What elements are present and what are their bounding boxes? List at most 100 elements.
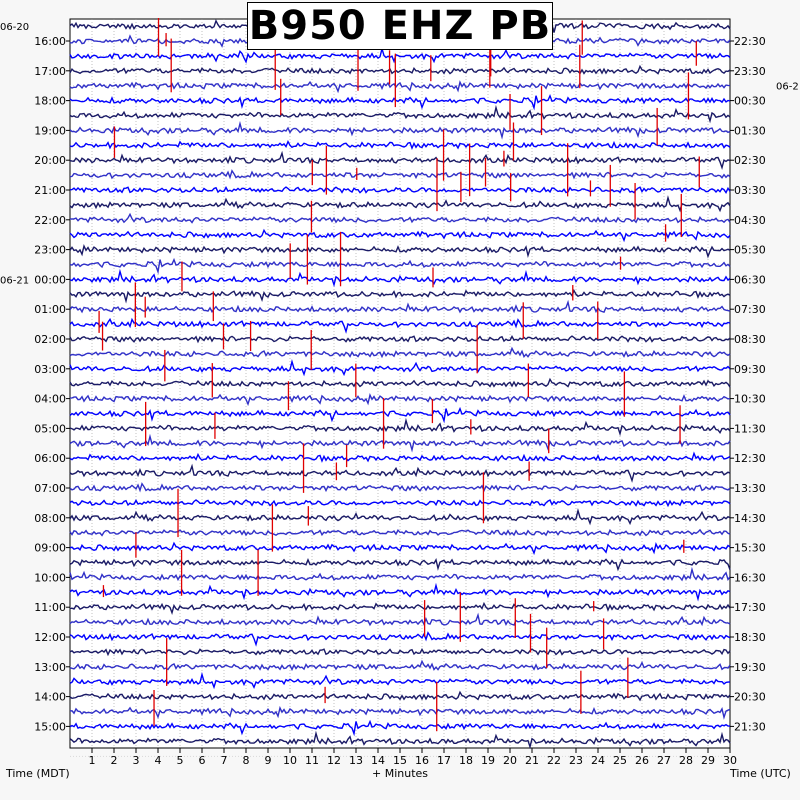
chart-title-box: B950 EHZ PB (247, 2, 553, 50)
right-time-label: 06:30 (734, 273, 766, 286)
left-time-label: 12:00 (34, 631, 66, 644)
trace-line (69, 169, 731, 180)
right-time-label: 15:30 (734, 542, 766, 555)
trace-line (69, 288, 731, 304)
trace-line (69, 120, 731, 140)
right-time-label: 10:30 (734, 393, 766, 406)
x-tick-label: 17 (437, 754, 451, 767)
trace-line (69, 195, 731, 213)
left-time-label: 06:00 (34, 452, 66, 465)
right-time-label: 01:30 (734, 124, 766, 137)
right-axis-label: Time (UTC) (729, 767, 791, 780)
left-time-label: 22:00 (34, 214, 66, 227)
right-time-label: 04:30 (734, 214, 766, 227)
trace-line (69, 647, 731, 657)
left-time-label: 00:00 (34, 273, 66, 286)
x-tick-label: 2 (111, 754, 118, 767)
left-time-label: 23:00 (34, 244, 66, 257)
x-tick-label: 21 (525, 754, 539, 767)
x-tick-label: 27 (657, 754, 671, 767)
x-tick-label: 7 (221, 754, 228, 767)
right-time-label: 18:30 (734, 631, 766, 644)
left-time-label: 14:00 (34, 691, 66, 704)
trace-line (69, 498, 731, 508)
trace-line (69, 690, 731, 702)
x-tick-label: 15 (393, 754, 407, 767)
right-time-label: 22:30 (734, 35, 766, 48)
x-tick-label: 25 (613, 754, 627, 767)
right-time-label: 09:30 (734, 363, 766, 376)
trace-line (69, 346, 731, 359)
x-tick-label: 20 (503, 754, 517, 767)
traces (69, 19, 731, 750)
trace-line (69, 104, 731, 124)
trace-line (69, 601, 731, 615)
trace-line (69, 212, 731, 224)
trace-line (69, 631, 731, 647)
x-tick-label: 18 (459, 754, 473, 767)
x-tick-label: 28 (679, 754, 693, 767)
trace-line (69, 150, 731, 170)
right-time-label: 03:30 (734, 184, 766, 197)
trace-line (69, 317, 731, 334)
x-tick-label: 4 (155, 754, 162, 767)
right-time-label: 02:30 (734, 154, 766, 167)
trace-line (69, 508, 731, 526)
trace-line (69, 671, 731, 690)
right-time-label: 23:30 (734, 65, 766, 78)
trace-line (69, 46, 731, 64)
left-time-label: 21:00 (34, 184, 66, 197)
x-tick-label: 5 (177, 754, 184, 767)
right-time-label: 05:30 (734, 244, 766, 257)
trace-line (69, 719, 731, 737)
trace-line (69, 528, 731, 537)
trace-line (69, 268, 731, 288)
trace-line (69, 64, 731, 75)
left-time-label: 15:00 (34, 720, 66, 733)
left-time-label: 04:00 (34, 393, 66, 406)
left-time-label: 07:00 (34, 482, 66, 495)
left-time-label: 17:00 (34, 65, 66, 78)
left-date-label: 06-20 (0, 22, 29, 33)
left-date-label: 06-21 (0, 275, 29, 286)
left-axis-label: Time (MDT) (5, 767, 70, 780)
trace-line (69, 612, 731, 627)
trace-line (69, 377, 731, 388)
left-time-label: 16:00 (34, 35, 66, 48)
x-tick-label: 12 (327, 754, 341, 767)
left-time-label: 19:00 (34, 124, 66, 137)
events (98, 17, 700, 732)
trace-line (69, 582, 731, 602)
left-time-label: 05:00 (34, 422, 66, 435)
x-tick-label: 22 (547, 754, 561, 767)
right-time-label: 00:30 (734, 95, 766, 108)
trace-line (69, 299, 731, 314)
trace-line (69, 393, 731, 407)
left-time-label: 13:00 (34, 661, 66, 674)
x-tick-label: 9 (265, 754, 272, 767)
right-time-label: 08:30 (734, 333, 766, 346)
x-axis-label: + Minutes (372, 767, 428, 780)
trace-line (69, 659, 731, 672)
x-tick-label: 3 (133, 754, 140, 767)
right-time-label: 20:30 (734, 691, 766, 704)
trace-line (69, 406, 731, 424)
x-tick-label: 24 (591, 754, 605, 767)
left-time-label: 20:00 (34, 154, 66, 167)
trace-line (69, 463, 731, 483)
trace-line (69, 566, 731, 582)
time-labels: 16:00 17:00 18:00 19:00 20:00 21:00 22:00 23:00… (0, 22, 799, 733)
x-tick-label: 11 (305, 754, 319, 767)
x-tick-label: 26 (635, 754, 649, 767)
trace-line (69, 433, 731, 453)
right-time-label: 14:30 (734, 512, 766, 525)
trace-line (69, 359, 731, 377)
chart-title: B950 EHZ PB (248, 3, 552, 49)
left-time-label: 09:00 (34, 542, 66, 555)
right-time-label: 21:30 (734, 720, 766, 733)
trace-line (69, 417, 731, 437)
right-date-label: 06-2 (776, 82, 799, 93)
x-ticks: 1 2 3 4 5 6 7 8 9 10 11 12 13 14 15 16 17 18 19 20 21 22 23 24 2… (89, 748, 737, 767)
x-tick-label: 1 (89, 754, 96, 767)
trace-line (69, 705, 731, 720)
